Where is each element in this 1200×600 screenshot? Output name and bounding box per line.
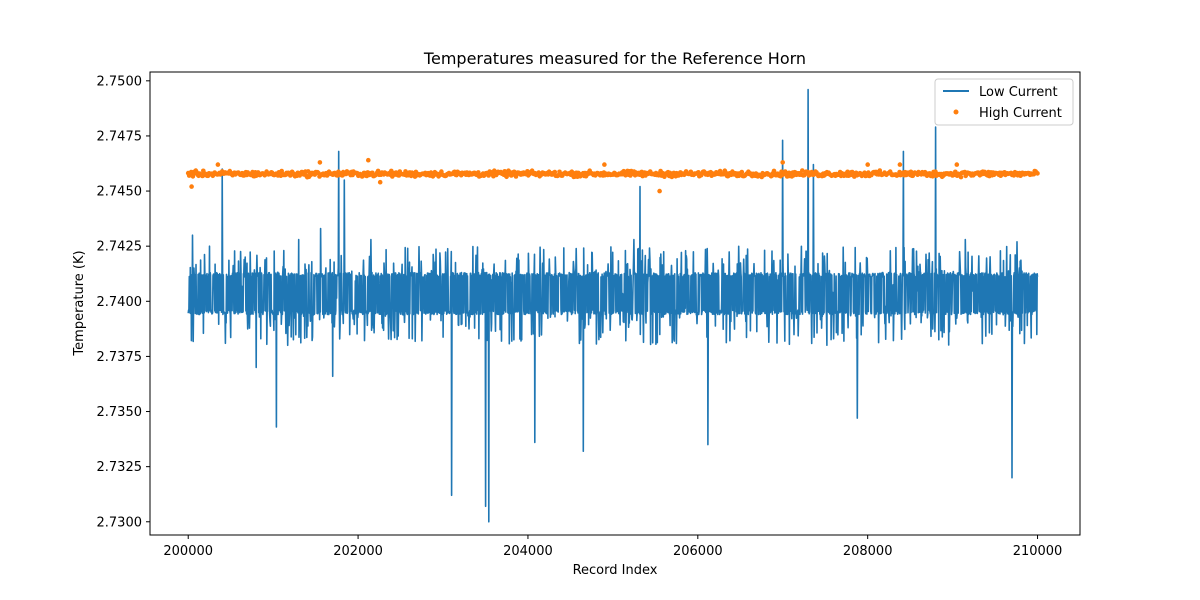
x-tick-label: 210000 [1013, 544, 1063, 559]
legend-high-current-label: High Current [979, 106, 1062, 121]
y-tick-label: 2.7475 [97, 129, 143, 144]
high-current-point [317, 160, 323, 165]
high-current-point [800, 168, 805, 173]
high-current-point [739, 169, 745, 175]
x-tick-label: 200000 [163, 544, 213, 559]
high-current-point [366, 157, 371, 163]
high-current-point [602, 162, 607, 167]
y-tick-label: 2.7500 [97, 74, 143, 89]
y-tick-label: 2.7300 [97, 515, 143, 530]
y-tick-label: 2.7350 [97, 405, 143, 420]
high-current-point [897, 162, 903, 167]
y-tick-label: 2.7400 [97, 295, 143, 310]
x-tick-label: 206000 [673, 544, 723, 559]
high-current-point [1035, 171, 1040, 176]
y-axis-label: Temperature (K) [72, 250, 87, 356]
high-current-point [377, 179, 383, 185]
x-tick-label: 202000 [333, 544, 383, 559]
x-tick-label: 208000 [843, 544, 893, 559]
axes-frame [149, 71, 1081, 536]
high-current-point [552, 169, 558, 175]
legend: Low Current High Current [934, 78, 1074, 126]
y-tick-label: 2.7375 [97, 350, 143, 365]
x-tick-label: 204000 [503, 544, 553, 559]
high-current-point [189, 184, 194, 189]
legend-low-current-label: Low Current [979, 85, 1058, 100]
high-current-point [865, 162, 870, 167]
plot-area [185, 88, 1040, 523]
legend-box [934, 78, 1074, 126]
low-current-series [187, 88, 1039, 523]
high-current-point [215, 162, 221, 167]
y-tick-label: 2.7450 [97, 185, 143, 200]
high-current-point [657, 188, 662, 194]
y-axis: 2.7300 2.7325 2.7350 2.7375 2.7400 2.7425 2.74… [97, 74, 150, 530]
high-current-point [780, 160, 785, 165]
y-tick-label: 2.7425 [97, 240, 143, 255]
y-tick-label: 2.7325 [97, 460, 143, 475]
legend-high-current-swatch [953, 109, 959, 115]
high-current-point [954, 162, 960, 167]
chart-title: Temperatures measured for the Reference … [423, 49, 806, 68]
x-axis: 200000 202000 204000 206000 208000 210000 [163, 535, 1062, 559]
high-current-point [502, 169, 508, 174]
x-axis-label: Record Index [573, 563, 658, 578]
high-current-point [958, 174, 964, 180]
